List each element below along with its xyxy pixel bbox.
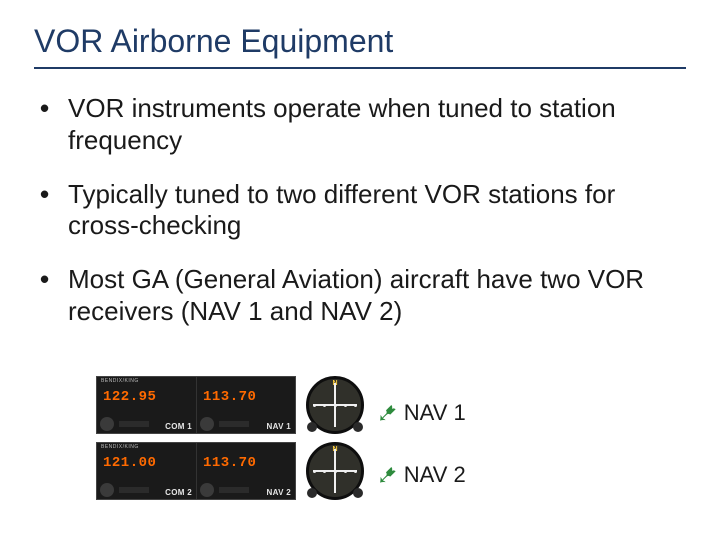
tuning-knob-icon — [200, 417, 214, 431]
nav-label-row: ➷ NAV 2 — [376, 446, 466, 504]
radio-brand: BENDIX/KING — [101, 379, 139, 384]
com-label: COM 2 — [165, 488, 192, 497]
radio-bar-icon — [219, 487, 249, 493]
nav-com-radio: BENDIX/KING 122.95 COM 1 113.70 NAV 1 — [96, 376, 296, 434]
cdi-needle-icon — [334, 383, 336, 427]
nav-label: NAV 1 — [267, 422, 291, 431]
obs-knob-icon — [353, 422, 363, 432]
dot-icon — [313, 404, 316, 407]
radio-stack: BENDIX/KING 122.95 COM 1 113.70 NAV 1 BE… — [96, 376, 296, 500]
nav-label-row: ➷ NAV 1 — [376, 384, 466, 442]
obs-knob-icon — [307, 488, 317, 498]
nav-caption: NAV 2 — [404, 462, 466, 488]
radio-bar-icon — [219, 421, 249, 427]
deviation-dots — [313, 403, 357, 407]
figure-row: BENDIX/KING 122.95 COM 1 113.70 NAV 1 BE… — [96, 376, 466, 506]
nav-caption: NAV 1 — [404, 400, 466, 426]
tuning-knob-icon — [100, 417, 114, 431]
com-frequency: 121.00 — [103, 456, 190, 470]
radio-brand: BENDIX/KING — [101, 445, 139, 450]
slide: VOR Airborne Equipment VOR instruments o… — [0, 0, 720, 540]
com-label: COM 1 — [165, 422, 192, 431]
obs-knob-icon — [353, 488, 363, 498]
nav-labels: ➷ NAV 1 ➷ NAV 2 — [376, 376, 466, 506]
radio-bar-icon — [119, 487, 149, 493]
tuning-knob-icon — [100, 483, 114, 497]
nav-com-radio: BENDIX/KING 121.00 COM 2 113.70 NAV 2 — [96, 442, 296, 500]
dot-icon — [323, 470, 326, 473]
dot-icon — [334, 470, 337, 473]
bullet-item: VOR instruments operate when tuned to st… — [40, 93, 686, 156]
tuning-knob-icon — [200, 483, 214, 497]
heading-mark: N — [332, 380, 337, 387]
slide-title: VOR Airborne Equipment — [34, 24, 686, 59]
title-underline — [34, 67, 686, 69]
cdi-needle-icon — [334, 449, 336, 493]
pointer-arrow-icon: ➷ — [376, 462, 398, 488]
obs-knob-icon — [307, 422, 317, 432]
nav-panel: 113.70 NAV 2 — [196, 443, 295, 499]
cdi-gauge: N — [306, 376, 364, 434]
dot-icon — [354, 470, 357, 473]
dot-icon — [323, 404, 326, 407]
nav-frequency: 113.70 — [203, 456, 289, 470]
bullet-item: Most GA (General Aviation) aircraft have… — [40, 264, 686, 327]
com-panel: BENDIX/KING 122.95 COM 1 — [97, 377, 196, 433]
dot-icon — [334, 404, 337, 407]
deviation-dots — [313, 469, 357, 473]
bullet-item: Typically tuned to two different VOR sta… — [40, 179, 686, 242]
cdi-gauge-stack: N N — [306, 376, 364, 500]
dot-icon — [313, 470, 316, 473]
com-panel: BENDIX/KING 121.00 COM 2 — [97, 443, 196, 499]
cdi-gauge: N — [306, 442, 364, 500]
bullet-list: VOR instruments operate when tuned to st… — [40, 93, 686, 327]
heading-mark: N — [332, 446, 337, 453]
nav-label: NAV 2 — [267, 488, 291, 497]
pointer-arrow-icon: ➷ — [376, 400, 398, 426]
radio-bar-icon — [119, 421, 149, 427]
dot-icon — [344, 404, 347, 407]
nav-panel: 113.70 NAV 1 — [196, 377, 295, 433]
dot-icon — [344, 470, 347, 473]
dot-icon — [354, 404, 357, 407]
com-frequency: 122.95 — [103, 390, 190, 404]
nav-frequency: 113.70 — [203, 390, 289, 404]
